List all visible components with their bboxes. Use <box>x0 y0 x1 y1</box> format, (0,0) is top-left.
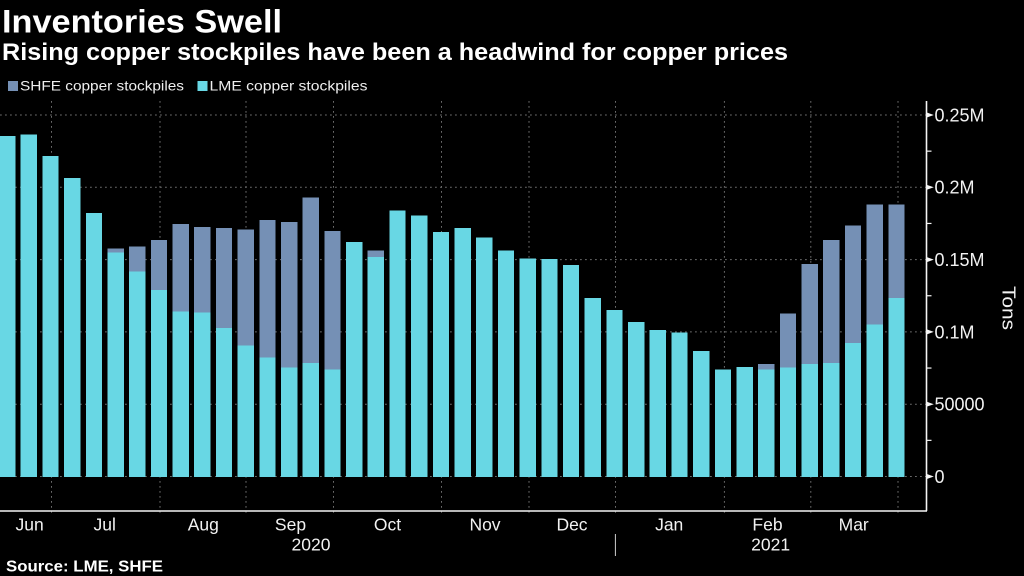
svg-text:0.15M: 0.15M <box>935 250 985 270</box>
svg-text:0.25M: 0.25M <box>935 105 985 125</box>
svg-text:Feb: Feb <box>752 515 782 535</box>
svg-text:Inventories Swell: Inventories Swell <box>2 4 282 40</box>
svg-text:2021: 2021 <box>751 535 790 555</box>
svg-text:Oct: Oct <box>374 515 401 535</box>
svg-text:Sep: Sep <box>275 515 306 535</box>
svg-text:Jan: Jan <box>655 515 683 535</box>
svg-text:SHFE copper stockpiles: SHFE copper stockpiles <box>20 79 184 94</box>
svg-text:2020: 2020 <box>292 535 331 555</box>
svg-text:Dec: Dec <box>556 515 587 535</box>
svg-text:Source: LME, SHFE: Source: LME, SHFE <box>6 559 163 576</box>
svg-text:Aug: Aug <box>188 515 219 535</box>
svg-text:50000: 50000 <box>935 395 985 415</box>
svg-text:0: 0 <box>935 467 945 487</box>
svg-text:Rising copper stockpiles have: Rising copper stockpiles have been a hea… <box>2 39 788 66</box>
svg-text:Jun: Jun <box>15 515 43 535</box>
svg-text:LME copper stockpiles: LME copper stockpiles <box>210 79 368 94</box>
svg-text:Jul: Jul <box>94 515 116 535</box>
svg-text:Mar: Mar <box>839 515 869 535</box>
svg-text:0.1M: 0.1M <box>935 322 975 342</box>
svg-text:0.2M: 0.2M <box>935 178 975 198</box>
svg-text:Tons: Tons <box>999 286 1020 330</box>
svg-text:Nov: Nov <box>469 515 500 535</box>
